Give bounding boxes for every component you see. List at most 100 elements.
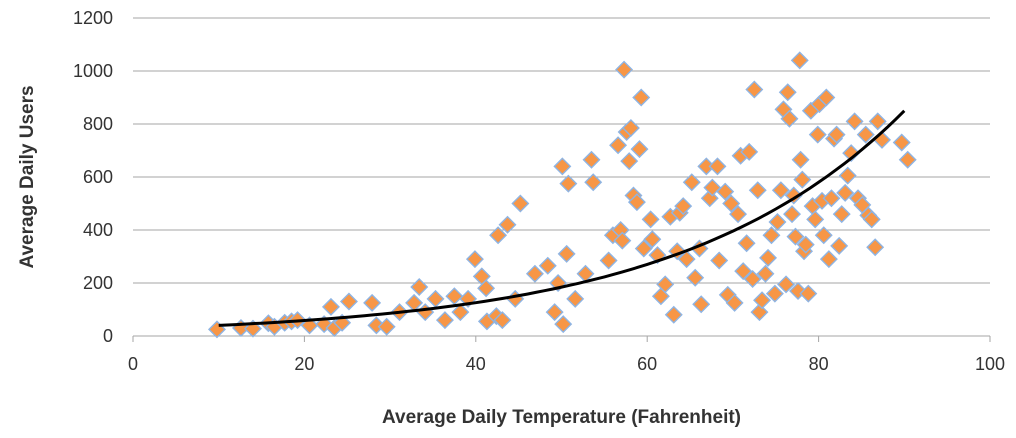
- data-point: [553, 157, 572, 176]
- data-point: [363, 293, 382, 312]
- data-point: [808, 125, 827, 144]
- data-point: [783, 205, 802, 224]
- data-point: [838, 166, 857, 185]
- x-tick-label: 20: [294, 354, 314, 374]
- data-point: [799, 284, 818, 303]
- data-point: [796, 235, 815, 254]
- data-point: [405, 293, 424, 312]
- data-point: [656, 275, 675, 294]
- data-point: [506, 289, 525, 308]
- data-point: [615, 60, 634, 79]
- data-point: [627, 193, 646, 212]
- data-point: [686, 268, 705, 287]
- data-point: [664, 305, 683, 324]
- data-point: [832, 205, 851, 224]
- data-point: [778, 83, 797, 102]
- data-point: [416, 303, 435, 322]
- data-point: [609, 136, 628, 155]
- y-tick-label: 0: [103, 326, 113, 346]
- data-point: [557, 244, 576, 263]
- y-axis-ticks: 0 200 400 600 800 1000 1200: [73, 8, 113, 346]
- y-tick-label: 800: [83, 114, 113, 134]
- data-point: [827, 125, 846, 144]
- data-point: [868, 112, 887, 131]
- data-point: [762, 226, 781, 245]
- data-point: [620, 152, 639, 171]
- data-point: [582, 150, 601, 169]
- data-points: [207, 51, 917, 339]
- data-point: [674, 197, 693, 216]
- data-point: [836, 183, 855, 202]
- data-point: [339, 292, 358, 311]
- data-point: [817, 88, 836, 107]
- data-point: [445, 287, 464, 306]
- data-point: [498, 215, 517, 234]
- data-point: [426, 289, 445, 308]
- data-point: [321, 297, 340, 316]
- data-point: [725, 293, 744, 312]
- data-point: [866, 238, 885, 257]
- data-point: [842, 144, 861, 163]
- data-point: [682, 173, 701, 192]
- data-point: [451, 303, 470, 322]
- data-point: [584, 173, 603, 192]
- data-point: [538, 256, 557, 275]
- y-tick-label: 200: [83, 273, 113, 293]
- x-tick-label: 80: [809, 354, 829, 374]
- data-point: [692, 295, 711, 314]
- data-point: [753, 291, 772, 310]
- data-point: [377, 317, 396, 336]
- data-point: [768, 213, 787, 232]
- data-point: [793, 170, 812, 189]
- data-point: [710, 251, 729, 270]
- x-tick-label: 100: [975, 354, 1005, 374]
- x-tick-label: 0: [128, 354, 138, 374]
- data-point: [708, 157, 727, 176]
- trendline: [218, 109, 906, 327]
- data-point: [756, 264, 775, 283]
- x-tick-label: 60: [637, 354, 657, 374]
- data-point: [790, 51, 809, 70]
- data-point: [750, 303, 769, 322]
- data-point: [632, 88, 651, 107]
- data-point: [677, 250, 696, 269]
- data-point: [559, 174, 578, 193]
- data-point: [898, 150, 917, 169]
- data-point: [489, 226, 508, 245]
- data-point: [745, 80, 764, 99]
- gridlines: [133, 17, 990, 284]
- data-point: [830, 236, 849, 255]
- data-point: [740, 142, 759, 161]
- data-point: [511, 194, 530, 213]
- data-point: [599, 251, 618, 270]
- data-point: [856, 125, 875, 144]
- data-point: [525, 264, 544, 283]
- data-point: [722, 194, 741, 213]
- data-point: [643, 230, 662, 249]
- x-axis-title: Average Daily Temperature (Fahrenheit): [382, 407, 741, 428]
- y-tick-label: 600: [83, 167, 113, 187]
- data-point: [892, 133, 911, 152]
- data-point: [777, 275, 796, 294]
- data-point: [819, 250, 838, 269]
- data-point: [771, 181, 790, 200]
- y-axis-title: Average Daily Users: [17, 85, 38, 268]
- data-point: [765, 284, 784, 303]
- data-point: [729, 205, 748, 224]
- data-point: [493, 311, 512, 330]
- data-point: [845, 112, 864, 131]
- data-point: [716, 182, 735, 201]
- data-point: [734, 262, 753, 281]
- data-point: [630, 140, 649, 159]
- data-point: [862, 210, 881, 229]
- data-point: [465, 250, 484, 269]
- data-point: [435, 311, 454, 330]
- data-point: [621, 118, 640, 137]
- data-point: [545, 303, 564, 322]
- data-point: [806, 210, 825, 229]
- data-point: [786, 227, 805, 246]
- data-point: [814, 226, 833, 245]
- data-point: [641, 210, 660, 229]
- data-point: [748, 181, 767, 200]
